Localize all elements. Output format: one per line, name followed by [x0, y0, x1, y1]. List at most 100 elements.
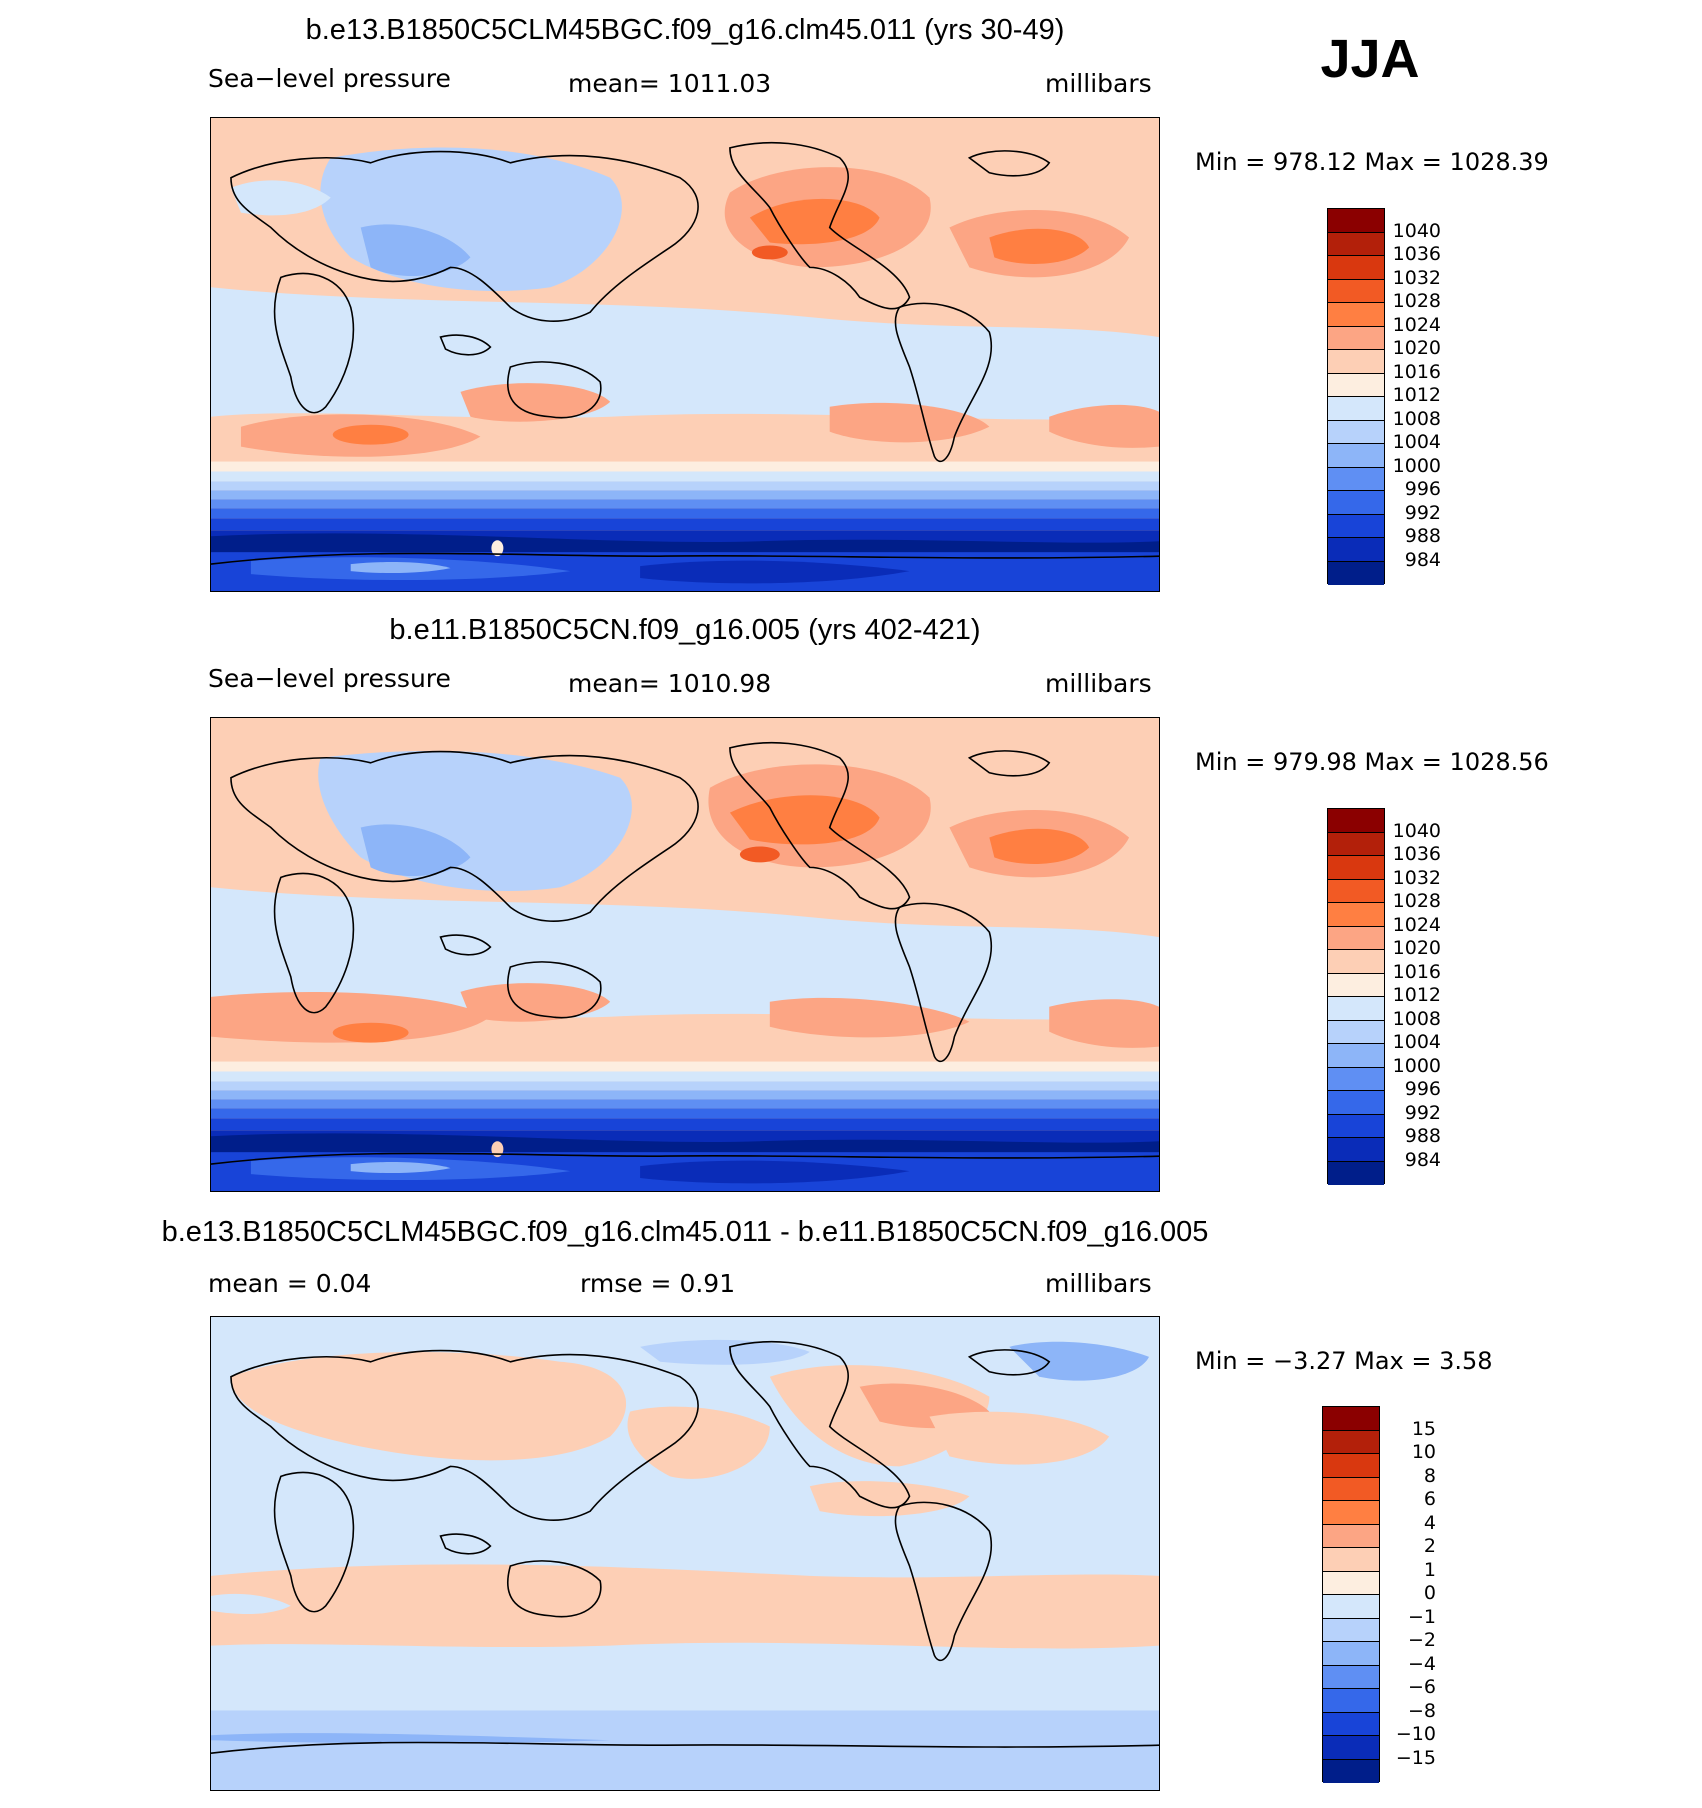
colorbar-label: 1036 [1392, 843, 1441, 865]
colorbar-swatch [1328, 350, 1384, 374]
colorbar-label: 8 [1423, 1464, 1436, 1487]
colorbar-label: 1024 [1392, 313, 1441, 336]
colorbar-swatch [1323, 1665, 1379, 1689]
panel-2-units: millibars [1045, 669, 1152, 698]
colorbar-label: 1020 [1392, 937, 1441, 959]
colorbar-label: 1028 [1392, 890, 1441, 912]
panel-1-map [210, 117, 1160, 592]
colorbar-swatch [1323, 1524, 1379, 1548]
colorbar-swatch [1323, 1595, 1379, 1619]
colorbar-label: 1020 [1392, 337, 1441, 359]
colorbar-label: 1040 [1392, 219, 1441, 242]
panel-2-colorbar [1327, 808, 1385, 1185]
colorbar-label: 1032 [1392, 266, 1441, 289]
colorbar-label: 1024 [1392, 913, 1441, 936]
colorbar-swatch [1328, 1020, 1384, 1044]
panel-3-units: millibars [1045, 1269, 1152, 1298]
colorbar-swatch [1323, 1571, 1379, 1595]
colorbar-label: 996 [1404, 1078, 1441, 1100]
panel-1-variable: Sea−level pressure [208, 64, 451, 93]
colorbar-swatch [1323, 1548, 1379, 1572]
colorbar-label: 1000 [1392, 454, 1441, 477]
colorbar-label: −1 [1407, 1605, 1436, 1628]
colorbar-swatch [1328, 879, 1384, 903]
colorbar-swatch [1323, 1501, 1379, 1525]
colorbar-label: 1004 [1392, 1031, 1441, 1053]
colorbar-label: 15 [1411, 1417, 1436, 1440]
colorbar-swatch [1328, 1067, 1384, 1091]
colorbar-label: 1040 [1392, 819, 1441, 842]
colorbar-label: 1008 [1392, 407, 1441, 430]
colorbar-label: 1000 [1392, 1054, 1441, 1077]
colorbar-label: 984 [1404, 1148, 1441, 1171]
colorbar-swatch [1328, 420, 1384, 444]
colorbar-label: 1012 [1392, 384, 1441, 406]
colorbar-swatch [1328, 444, 1384, 468]
colorbar-swatch [1328, 809, 1384, 833]
colorbar-swatch [1328, 1091, 1384, 1115]
colorbar-label: 1004 [1392, 431, 1441, 453]
colorbar-label: 984 [1404, 548, 1441, 571]
colorbar-swatch [1328, 303, 1384, 327]
panel-1-units: millibars [1045, 69, 1152, 98]
colorbar-label: −10 [1395, 1723, 1436, 1745]
colorbar-swatch [1323, 1736, 1379, 1760]
colorbar-label: 2 [1423, 1535, 1436, 1557]
colorbar-swatch [1328, 926, 1384, 950]
colorbar-swatch [1328, 832, 1384, 856]
colorbar-swatch [1328, 467, 1384, 491]
panel-3-map [210, 1316, 1160, 1791]
colorbar-swatch [1328, 232, 1384, 256]
colorbar-label: 996 [1404, 478, 1441, 500]
colorbar-swatch [1323, 1642, 1379, 1666]
colorbar-swatch [1328, 973, 1384, 997]
colorbar-label: 1036 [1392, 243, 1441, 265]
colorbar-swatch [1328, 950, 1384, 974]
colorbar-swatch [1328, 514, 1384, 538]
colorbar-label: 10 [1411, 1441, 1436, 1463]
season-label: JJA [1320, 29, 1420, 89]
colorbar-swatch [1328, 1161, 1384, 1185]
colorbar-swatch [1328, 326, 1384, 350]
colorbar-swatch [1323, 1430, 1379, 1454]
colorbar-swatch [1323, 1759, 1379, 1783]
colorbar-swatch [1323, 1689, 1379, 1713]
colorbar-label: 1032 [1392, 866, 1441, 889]
colorbar-swatch [1323, 1454, 1379, 1478]
panel-2-map [210, 717, 1160, 1192]
colorbar-swatch [1323, 1477, 1379, 1501]
colorbar-label: 988 [1404, 1125, 1441, 1147]
colorbar-label: 4 [1423, 1511, 1436, 1534]
colorbar-swatch [1323, 1407, 1379, 1431]
colorbar-label: −2 [1407, 1629, 1436, 1651]
panel-1-minmax: Min = 978.12 Max = 1028.39 [1195, 148, 1549, 176]
colorbar-swatch [1328, 397, 1384, 421]
colorbar-label: 1012 [1392, 984, 1441, 1006]
colorbar-label: 1016 [1392, 960, 1441, 983]
colorbar-label: 992 [1404, 501, 1441, 524]
panel-1-title: b.e13.B1850C5CLM45BGC.f09_g16.clm45.011 … [305, 14, 1065, 46]
colorbar-swatch [1328, 256, 1384, 280]
colorbar-label: −15 [1395, 1746, 1436, 1769]
panel-3-minmax: Min = −3.27 Max = 3.58 [1195, 1347, 1493, 1375]
panel-2-minmax: Min = 979.98 Max = 1028.56 [1195, 748, 1549, 776]
colorbar-label: −8 [1407, 1699, 1436, 1722]
colorbar-label: 0 [1423, 1582, 1436, 1604]
colorbar-swatch [1328, 373, 1384, 397]
colorbar-label: −6 [1407, 1676, 1436, 1698]
panel-3-colorbar [1322, 1406, 1380, 1783]
colorbar-label: 988 [1404, 525, 1441, 547]
colorbar-swatch [1328, 561, 1384, 585]
colorbar-label: 992 [1404, 1101, 1441, 1124]
panel-1-colorbar [1327, 208, 1385, 585]
colorbar-label: 1 [1423, 1558, 1436, 1581]
colorbar-swatch [1323, 1712, 1379, 1736]
colorbar-swatch [1328, 1114, 1384, 1138]
colorbar-swatch [1328, 209, 1384, 233]
panel-2-title: b.e11.B1850C5CN.f09_g16.005 (yrs 402-421… [389, 614, 981, 646]
colorbar-swatch [1328, 1138, 1384, 1162]
colorbar-swatch [1328, 997, 1384, 1021]
colorbar-swatch [1328, 491, 1384, 515]
colorbar-swatch [1328, 903, 1384, 927]
colorbar-swatch [1328, 538, 1384, 562]
